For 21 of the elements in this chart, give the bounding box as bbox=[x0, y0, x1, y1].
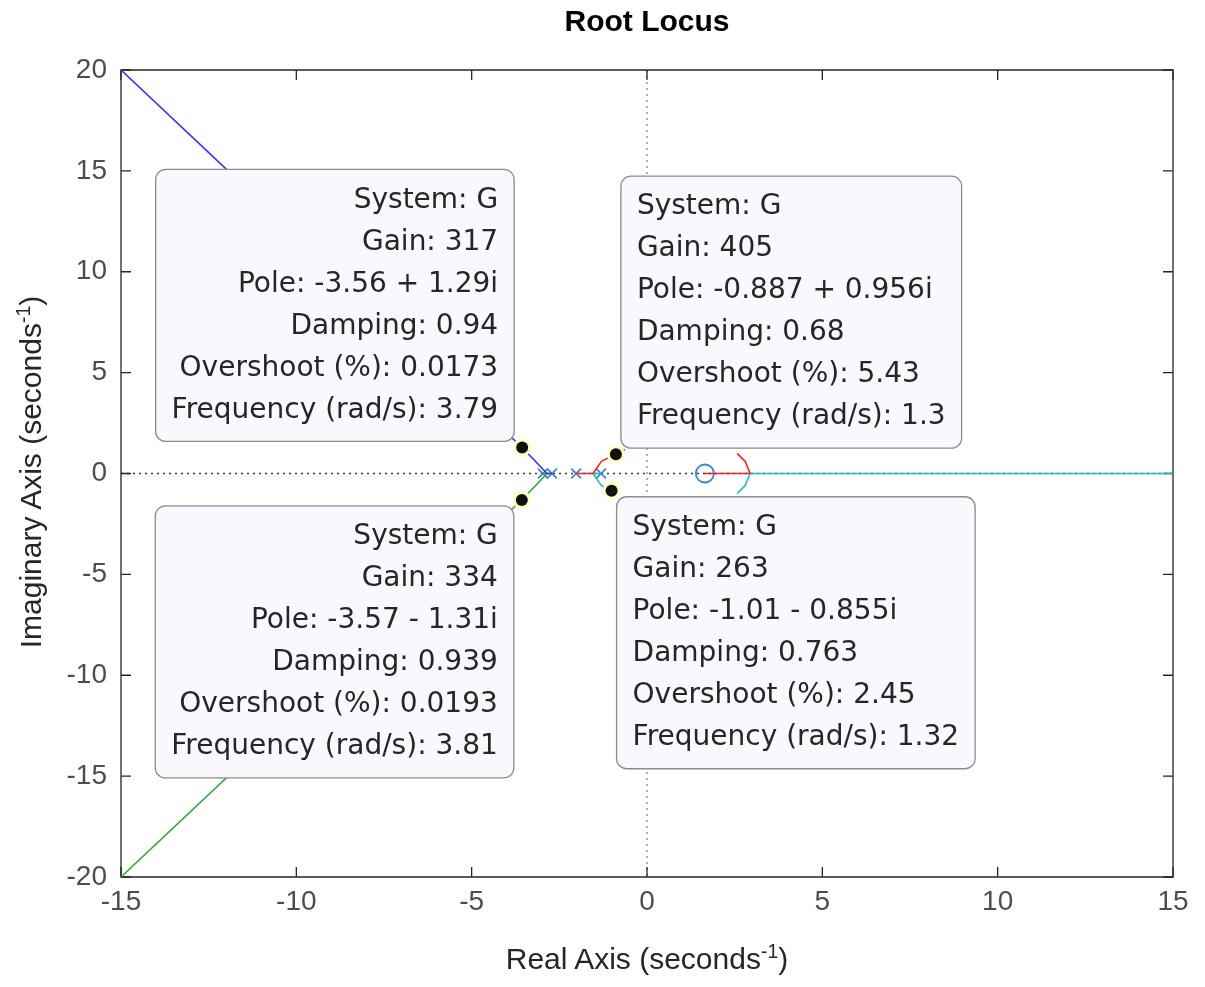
annotation: System: G Gain: 317 Pole: -3.56 + 1.29i Damping: 0.94 Overshoot (%): 0.0173 Frequency (rad/s): 3.79 bbox=[171, 181, 499, 425]
y-tick-label: 5 bbox=[91, 355, 107, 387]
y-tick-label: -15 bbox=[66, 758, 107, 790]
x-axis-title: Real Axis (seconds$^{-1}$) bbox=[505, 940, 789, 976]
annotation: System: G Gain: 405 Pole: -0.887 + 0.956i Damping: 0.68 Overshoot (%): 5.43 Frequency (rad/s): 1.3 bbox=[636, 188, 946, 432]
annotation: System: G Gain: 263 Pole: -1.01 - 0.855i Damping: 0.763 Overshoot (%): 2.45 Frequency (rad/s): 1.32 bbox=[632, 509, 960, 753]
x-tick-label: 0 bbox=[639, 884, 655, 916]
y-tick-label: 20 bbox=[75, 52, 107, 84]
x-tick-label: -5 bbox=[459, 884, 485, 916]
y-tick-label: 0 bbox=[91, 456, 107, 488]
x-tick-label: 15 bbox=[1157, 884, 1189, 916]
y-tick-label: 15 bbox=[75, 153, 107, 185]
y-tick-label: -20 bbox=[66, 859, 107, 891]
annotation: System: G Gain: 334 Pole: -3.57 - 1.31i Damping: 0.939 Overshoot (%): 0.0193 Frequency (rad/s): 3.81 bbox=[171, 518, 498, 762]
y-tick-label: -10 bbox=[66, 657, 107, 689]
x-tick-label: -10 bbox=[276, 884, 317, 916]
y-tick-label: -5 bbox=[82, 557, 107, 589]
chart-title: Root Locus bbox=[564, 4, 730, 38]
x-tick-label: 5 bbox=[814, 884, 831, 916]
y-tick-label: 10 bbox=[75, 254, 107, 286]
x-tick-label: 10 bbox=[982, 884, 1014, 916]
